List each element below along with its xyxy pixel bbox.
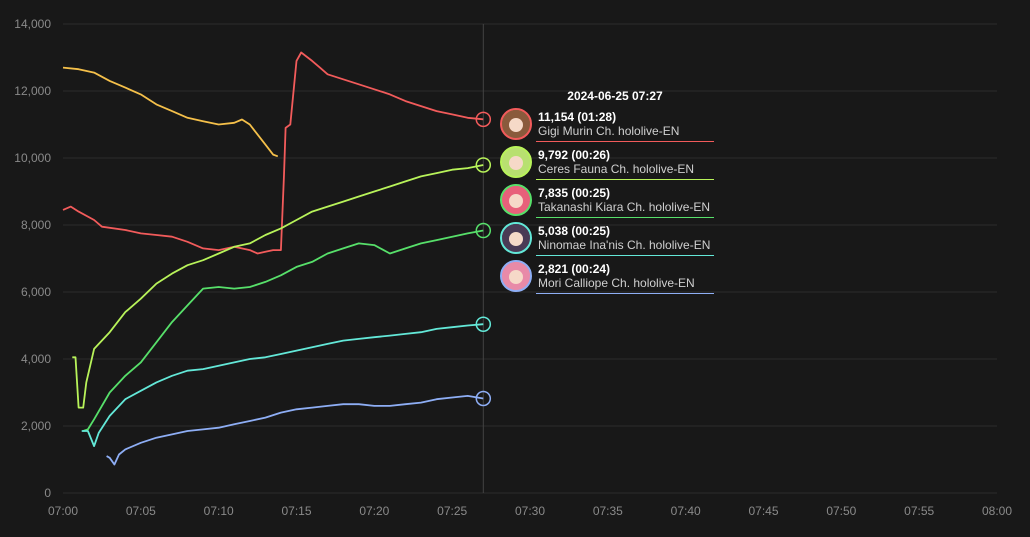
tooltip-value: 7,835 (00:25): [538, 186, 611, 200]
tooltip-channel-name: Ceres Fauna Ch. hololive-EN: [538, 162, 695, 176]
tooltip-value: 11,154 (01:28): [538, 110, 617, 124]
avatar-calli-icon: [500, 260, 532, 292]
tooltip-channel-name: Gigi Murin Ch. hololive-EN: [538, 124, 680, 138]
y-axis-ticks: 0 2,000 4,000 6,000 8,000 10,000 12,000 14,000: [14, 17, 51, 500]
tooltip-value: 2,821 (00:24): [538, 262, 611, 276]
y-tick-label: 2,000: [21, 419, 51, 433]
tooltip-channel-name: Ninomae Ina'nis Ch. hololive-EN: [538, 238, 711, 252]
series-line-calli[interactable]: [106, 395, 484, 466]
tooltip-channel-name: Takanashi Kiara Ch. hololive-EN: [538, 200, 711, 214]
series-line-gigi[interactable]: [62, 51, 484, 255]
x-tick-label: 07:05: [126, 504, 156, 518]
x-tick-label: 07:25: [437, 504, 467, 518]
hover-marker-ina: [475, 316, 492, 332]
hover-marker-fauna: [475, 157, 492, 173]
tooltip-rows: 11,154 (01:28) Gigi Murin Ch. hololive-EN…: [500, 106, 714, 296]
tooltip-row: 5,038 (00:25) Ninomae Ina'nis Ch. hololiv…: [500, 220, 714, 258]
x-tick-label: 07:15: [281, 504, 311, 518]
y-tick-label: 0: [44, 486, 51, 500]
tooltip-value: 9,792 (00:26): [538, 148, 611, 162]
x-tick-label: 07:20: [359, 504, 389, 518]
tooltip-underline: [536, 217, 714, 218]
series-line-ina[interactable]: [81, 323, 484, 447]
x-axis-ticks: 07:00 07:05 07:10 07:15 07:20 07:25 07:30 07:35…: [48, 504, 1012, 518]
hover-markers: [475, 111, 492, 407]
tooltip-date: 2024-06-25 07:27: [567, 89, 663, 103]
y-tick-label: 8,000: [21, 218, 51, 232]
y-tick-label: 4,000: [21, 352, 51, 366]
avatar-ina-icon: [500, 222, 532, 254]
x-tick-label: 07:45: [748, 504, 778, 518]
x-tick-label: 07:50: [826, 504, 856, 518]
hover-tooltip: 2024-06-25 07:27 11,154 (01:28) Gigi Muri…: [500, 86, 714, 296]
y-tick-label: 6,000: [21, 285, 51, 299]
series-lines[interactable]: [62, 51, 484, 466]
tooltip-underline: [536, 293, 714, 294]
tooltip-channel-name: Mori Calliope Ch. hololive-EN: [538, 276, 695, 290]
x-tick-label: 08:00: [982, 504, 1012, 518]
avatar-gigi-icon: [500, 108, 532, 140]
tooltip-row: 9,792 (00:26) Ceres Fauna Ch. hololive-EN: [500, 144, 714, 182]
y-tick-label: 14,000: [14, 17, 51, 31]
x-tick-label: 07:55: [904, 504, 934, 518]
avatar-fauna-icon: [500, 146, 532, 178]
hover-marker-calli: [475, 390, 492, 407]
hover-marker-kiara: [475, 222, 492, 239]
x-tick-label: 07:30: [515, 504, 545, 518]
x-tick-label: 07:35: [593, 504, 623, 518]
y-tick-label: 10,000: [14, 151, 51, 165]
tooltip-row: 11,154 (01:28) Gigi Murin Ch. hololive-EN: [500, 106, 714, 144]
tooltip-value: 5,038 (00:25): [538, 224, 611, 238]
x-tick-label: 07:00: [48, 504, 78, 518]
tooltip-underline: [536, 141, 714, 142]
tooltip-row: 2,821 (00:24) Mori Calliope Ch. hololive-…: [500, 258, 714, 296]
x-tick-label: 07:40: [671, 504, 701, 518]
tooltip-underline: [536, 179, 714, 180]
series-line-orange[interactable]: [62, 66, 279, 158]
y-tick-label: 12,000: [14, 84, 51, 98]
series-line-kiara[interactable]: [82, 229, 484, 432]
x-tick-label: 07:10: [204, 504, 234, 518]
tooltip-row: 7,835 (00:25) Takanashi Kiara Ch. hololiv…: [500, 182, 714, 220]
series-line-fauna[interactable]: [72, 164, 484, 409]
avatar-kiara-icon: [500, 184, 532, 216]
hover-marker-gigi: [475, 111, 492, 128]
tooltip-underline: [536, 255, 714, 256]
